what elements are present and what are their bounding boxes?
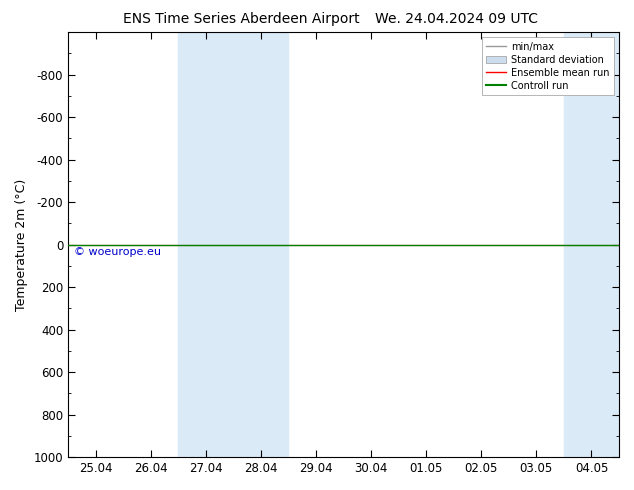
Y-axis label: Temperature 2m (°C): Temperature 2m (°C) — [15, 178, 28, 311]
Legend: min/max, Standard deviation, Ensemble mean run, Controll run: min/max, Standard deviation, Ensemble me… — [482, 37, 614, 96]
Bar — [564, 32, 619, 457]
Text: ENS Time Series Aberdeen Airport: ENS Time Series Aberdeen Airport — [122, 12, 359, 26]
Text: © woeurope.eu: © woeurope.eu — [74, 247, 160, 257]
Bar — [178, 32, 288, 457]
Text: We. 24.04.2024 09 UTC: We. 24.04.2024 09 UTC — [375, 12, 538, 26]
